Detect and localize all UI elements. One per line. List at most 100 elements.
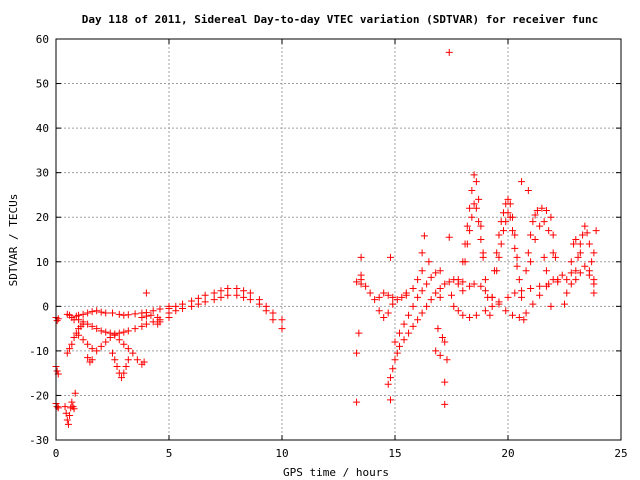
data-point	[93, 307, 101, 315]
data-point	[405, 311, 413, 319]
data-point	[454, 280, 462, 288]
data-point	[549, 231, 557, 239]
data-point	[576, 249, 584, 257]
data-point	[393, 296, 401, 304]
y-tick-label: 30	[36, 167, 49, 180]
data-point	[124, 327, 132, 335]
data-point	[441, 378, 449, 386]
data-point	[524, 249, 532, 257]
data-point	[66, 411, 74, 419]
data-point	[111, 331, 119, 339]
y-tick-label: -20	[29, 389, 49, 402]
data-point	[549, 249, 557, 257]
data-point	[547, 213, 555, 221]
data-point	[84, 340, 92, 348]
data-point	[495, 298, 503, 306]
data-point	[418, 267, 426, 275]
data-point	[405, 329, 413, 337]
data-point	[520, 316, 528, 324]
data-point	[434, 325, 442, 333]
data-point	[210, 289, 218, 297]
x-tick-label: 15	[388, 447, 401, 460]
data-point	[93, 325, 101, 333]
data-point	[515, 313, 523, 321]
data-point	[536, 291, 544, 299]
data-point	[531, 236, 539, 243]
data-point	[441, 400, 449, 408]
data-point	[149, 318, 157, 326]
data-point	[542, 267, 550, 275]
data-point	[450, 302, 458, 310]
data-point	[120, 328, 128, 336]
data-point	[466, 227, 474, 235]
data-point	[262, 307, 270, 315]
data-point	[513, 253, 521, 261]
data-point	[511, 231, 519, 239]
data-point	[120, 369, 128, 377]
data-point	[563, 289, 571, 297]
data-point	[115, 310, 123, 318]
data-point	[142, 289, 150, 297]
data-point	[529, 218, 537, 226]
data-point	[389, 365, 397, 373]
data-point	[391, 338, 399, 346]
data-point	[400, 336, 408, 344]
data-point	[375, 307, 383, 315]
data-point	[547, 302, 555, 310]
data-point	[154, 313, 162, 321]
data-point	[468, 213, 476, 221]
data-point	[572, 236, 580, 243]
grid-lines	[56, 39, 621, 440]
data-point	[380, 313, 388, 321]
data-point	[188, 302, 196, 310]
data-point	[576, 269, 584, 277]
data-point	[79, 336, 87, 344]
y-tick-label: 60	[36, 33, 49, 46]
data-point	[576, 240, 584, 248]
data-point	[585, 267, 593, 275]
data-point	[269, 309, 277, 317]
data-point	[466, 313, 474, 321]
x-tick-label: 20	[501, 447, 514, 460]
data-point	[499, 227, 507, 235]
data-point	[149, 307, 157, 315]
data-point	[436, 351, 444, 359]
data-point	[88, 356, 96, 364]
data-point	[590, 249, 598, 257]
data-point	[463, 240, 471, 248]
data-point	[423, 302, 431, 310]
data-point	[224, 285, 232, 293]
data-point	[246, 289, 254, 297]
axis-ticks: 0 5 10 15 20 25 -30 -20 -10 0 10 20 30 40 50 60	[29, 33, 628, 460]
data-point	[513, 262, 521, 270]
data-point	[70, 405, 78, 413]
data-point	[466, 204, 474, 212]
data-point	[71, 389, 79, 397]
data-point	[497, 240, 505, 248]
data-point	[88, 308, 96, 316]
data-point	[502, 218, 510, 226]
data-point	[545, 280, 553, 288]
data-point	[438, 334, 446, 342]
data-point	[522, 267, 530, 275]
data-point	[445, 233, 453, 241]
data-point	[538, 204, 546, 212]
data-point	[427, 273, 435, 281]
data-point	[475, 218, 483, 226]
data-point	[353, 349, 361, 357]
data-point	[536, 282, 544, 290]
data-point	[454, 307, 462, 315]
data-point	[102, 309, 110, 317]
data-point	[124, 345, 132, 353]
data-point	[414, 276, 422, 284]
data-point	[443, 356, 451, 364]
data-point	[432, 269, 440, 277]
data-point	[436, 285, 444, 293]
data-point	[201, 291, 209, 299]
data-point	[488, 302, 496, 310]
data-point	[142, 320, 150, 328]
data-point	[470, 280, 478, 288]
data-point	[111, 356, 119, 364]
data-point	[540, 253, 548, 261]
